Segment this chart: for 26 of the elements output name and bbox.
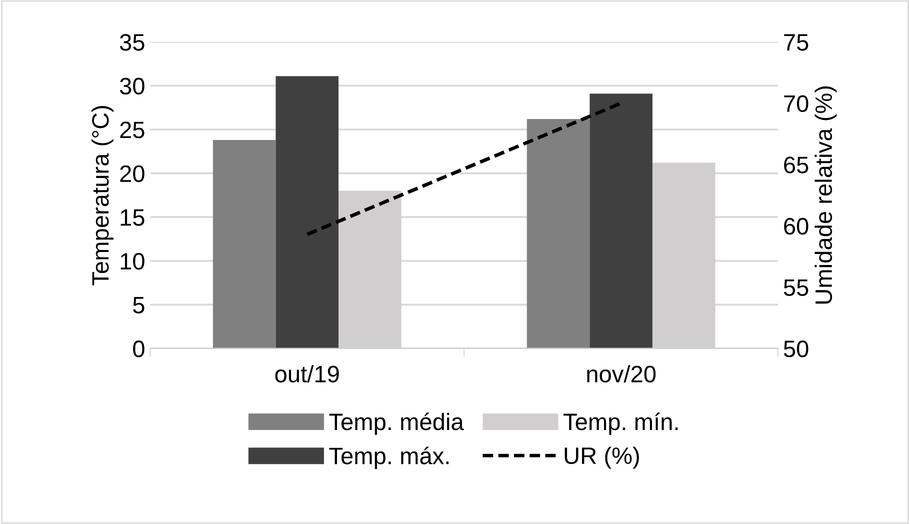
y-tick-label: 5	[133, 296, 144, 314]
bar	[212, 140, 276, 348]
y-tick-label: 25	[120, 122, 144, 138]
y2-tick-label: 75	[784, 34, 808, 51]
legend-label: Temp. média	[329, 412, 464, 435]
y-tick-label: 10	[120, 252, 144, 270]
bar	[590, 94, 652, 348]
y-axis-title: Temperatura (°C)	[91, 106, 114, 286]
y-tick-label: 30	[120, 78, 144, 94]
x-tick-label: nov/20	[587, 365, 656, 382]
legend-label: UR (%)	[564, 446, 639, 469]
y2-tick-label: 60	[784, 218, 808, 235]
bar	[526, 118, 590, 348]
y-tick-label: 0	[133, 340, 144, 358]
y-tick-label: 20	[120, 165, 144, 182]
x-tick-label: out/19	[275, 365, 339, 382]
y2-tick-label: 65	[784, 156, 808, 174]
y2-axis-title: Umidade relativa (%)	[814, 86, 837, 304]
y2-tick-label: 70	[784, 95, 808, 112]
y2-tick-label: 50	[784, 340, 808, 358]
y-tick-label: 15	[120, 209, 144, 226]
legend-label: Temp. mín.	[564, 412, 678, 435]
y-tick-label: 35	[120, 34, 144, 51]
bar	[276, 76, 339, 348]
y2-tick-label: 55	[784, 279, 808, 296]
legend-label: Temp. máx.	[329, 446, 449, 470]
